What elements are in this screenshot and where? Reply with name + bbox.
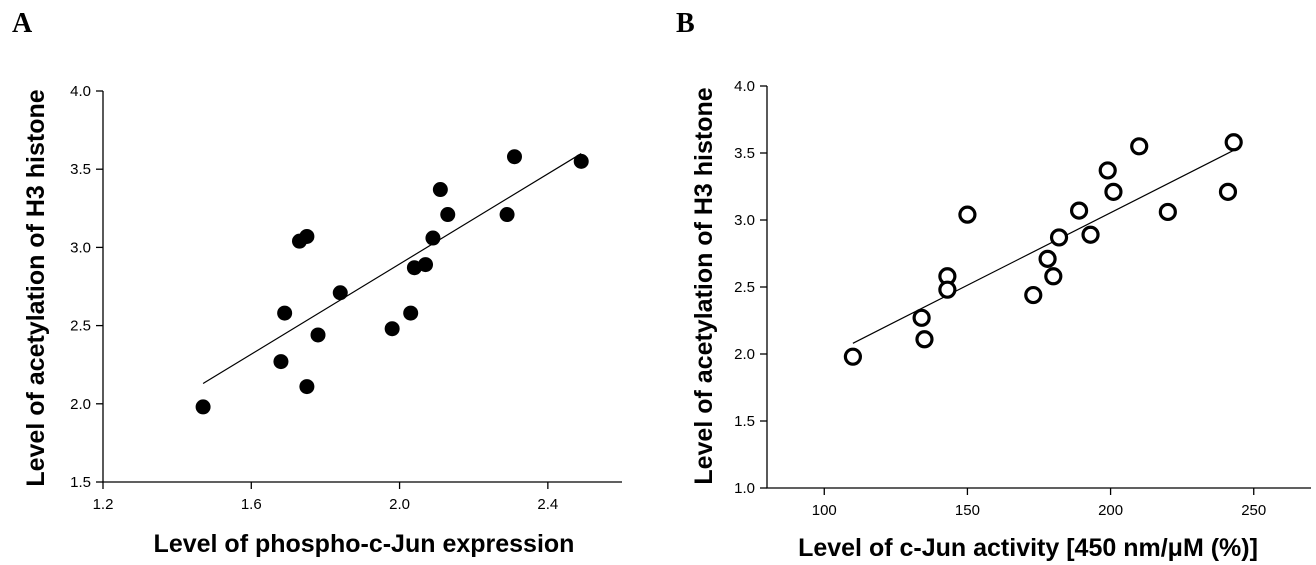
panel-b-y-tick-label: 2.5	[734, 279, 755, 296]
panel-a-x-tick-label: 1.6	[241, 496, 262, 513]
panel-b-data-point	[1044, 267, 1063, 286]
panel-b-data-point	[1158, 202, 1177, 222]
panel-a-data-point	[440, 207, 456, 223]
panel-a-y-tick-label: 2.5	[70, 318, 91, 335]
panel-b-y-axis-title: Level of acetylation of H3 histone	[690, 87, 718, 484]
panel-b-data-point	[1224, 133, 1243, 152]
panel-b-x-axis-title: Level of c-Jun activity [450 nm/μM (%)]	[798, 534, 1258, 562]
panel-a-data-point	[299, 228, 315, 244]
panel-b-data-point	[1104, 182, 1123, 201]
panel-a-data-point	[384, 321, 400, 337]
panel-a-data-point	[273, 354, 289, 370]
panel-a-y-tick-label: 2.0	[70, 396, 91, 413]
panel-b-data-point	[1130, 137, 1149, 156]
panel-a-label: A	[12, 8, 33, 39]
panel-a-y-tick-label: 3.0	[70, 239, 91, 256]
panel-b-y-tick-label: 4.0	[734, 78, 755, 95]
panel-b-data-point	[1024, 285, 1043, 305]
panel-b-x-tick-label: 200	[1098, 502, 1123, 519]
panel-a-data-point	[425, 230, 441, 246]
panel-a-x-tick-label: 2.0	[389, 496, 410, 513]
panel-b-data-point	[1081, 225, 1100, 244]
panel-a-data-point	[418, 257, 434, 273]
panel-b-y-tick-label: 2.0	[734, 346, 755, 363]
panel-a-data-point	[310, 327, 326, 343]
panel-b-regression-line	[852, 149, 1234, 344]
panel-a-data-point	[299, 379, 315, 395]
panel-b-data-point	[843, 347, 862, 366]
panel-a-y-tick-label: 4.0	[70, 83, 91, 100]
panel-a-data-point	[195, 399, 211, 415]
panel-b-label: B	[676, 8, 695, 39]
panel-a-x-tick-label: 2.4	[537, 496, 558, 513]
panel-a-data-point	[573, 153, 589, 169]
panel-a-x-axis-title: Level of phospho-c-Jun expression	[154, 530, 575, 558]
panel-b-data-point	[938, 280, 957, 299]
panel-b-x-tick-label: 100	[812, 502, 837, 519]
panel-a-data-point	[277, 305, 293, 321]
panel-b-data-point	[1069, 201, 1089, 220]
panel-a-data-point	[499, 207, 515, 223]
panel-b-y-tick-label: 1.5	[734, 413, 755, 430]
panel-b-data-point	[1038, 249, 1057, 268]
panel-b-data-point	[958, 205, 977, 224]
panel-b-y-tick-label: 3.5	[734, 145, 755, 162]
panel-a-y-tick-label: 3.5	[70, 161, 91, 178]
panel-a-regression-line	[202, 153, 582, 384]
panel-b-x-tick-label: 250	[1241, 502, 1266, 519]
panel-a-data-point	[432, 182, 448, 198]
panel-b-y-tick-label: 3.0	[734, 212, 755, 229]
panel-a-data-point	[506, 149, 522, 165]
panel-a-scatter: A Level of acetylation of H3 histone Lev…	[12, 8, 622, 558]
panel-a-data-point	[332, 285, 348, 301]
panel-a-x-tick-label: 1.2	[93, 496, 114, 513]
panel-b-data-point	[912, 308, 931, 327]
panel-a-data-point	[403, 305, 419, 321]
panel-b-data-point	[915, 330, 934, 349]
panel-b-data-point	[1218, 182, 1238, 201]
panel-a-y-tick-label: 1.5	[70, 474, 91, 491]
panel-b-y-tick-label: 1.0	[734, 480, 755, 497]
panel-b-scatter: B Level of acetylation of H3 histone Lev…	[676, 8, 1311, 562]
panel-a-y-axis-title: Level of acetylation of H3 histone	[22, 89, 50, 486]
panel-b-data-point	[1049, 228, 1069, 247]
panel-b-data-point	[1098, 161, 1117, 180]
panel-b-x-tick-label: 150	[955, 502, 980, 519]
